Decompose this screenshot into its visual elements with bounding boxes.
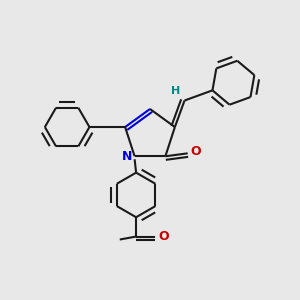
Text: H: H — [171, 86, 180, 96]
Text: O: O — [191, 145, 201, 158]
Text: N: N — [122, 150, 132, 163]
Text: O: O — [158, 230, 169, 243]
